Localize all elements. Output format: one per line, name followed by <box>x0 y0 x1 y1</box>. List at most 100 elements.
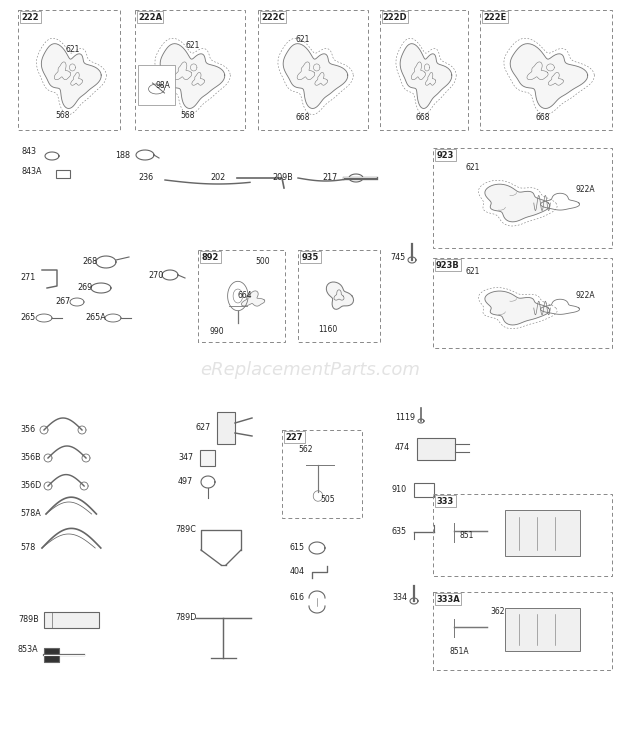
Text: 404: 404 <box>290 568 305 576</box>
Text: 362: 362 <box>490 608 505 616</box>
Text: 270: 270 <box>148 271 163 280</box>
Text: 635: 635 <box>392 528 407 536</box>
Bar <box>435 495 456 507</box>
Text: 922A: 922A <box>575 186 595 195</box>
Text: 923: 923 <box>436 150 454 160</box>
Polygon shape <box>283 44 348 109</box>
Bar <box>217 412 235 444</box>
Bar <box>417 438 455 460</box>
Text: 188: 188 <box>115 150 130 160</box>
Bar <box>200 450 215 466</box>
Text: 500: 500 <box>255 258 270 266</box>
Text: 578: 578 <box>20 543 35 553</box>
Bar <box>56 170 70 178</box>
Text: 222E: 222E <box>484 13 507 21</box>
Text: eReplacementParts.com: eReplacementParts.com <box>200 361 420 379</box>
Polygon shape <box>326 282 353 309</box>
Text: 853A: 853A <box>18 645 38 654</box>
Text: 268: 268 <box>82 258 97 266</box>
Text: 568: 568 <box>55 110 69 119</box>
Bar <box>414 483 434 497</box>
Text: 334: 334 <box>392 593 407 602</box>
Text: 843: 843 <box>22 147 37 156</box>
Polygon shape <box>485 291 550 325</box>
Text: 843A: 843A <box>22 167 43 177</box>
Text: 271: 271 <box>20 274 35 283</box>
Text: 621: 621 <box>185 41 200 50</box>
Text: 668: 668 <box>535 113 549 123</box>
Bar <box>20 11 40 23</box>
Text: 621: 621 <box>465 267 479 277</box>
Polygon shape <box>510 44 588 109</box>
Text: 333: 333 <box>436 497 454 505</box>
Bar <box>137 11 163 23</box>
Text: 497: 497 <box>178 477 193 486</box>
Text: 227: 227 <box>285 432 303 442</box>
Bar <box>505 511 580 556</box>
Text: 98A: 98A <box>155 81 170 90</box>
Text: 562: 562 <box>298 445 312 454</box>
Text: 202: 202 <box>210 173 225 183</box>
Text: 209B: 209B <box>272 173 293 183</box>
Text: 269: 269 <box>77 283 92 292</box>
Text: 990: 990 <box>210 328 224 337</box>
Text: 615: 615 <box>290 543 305 553</box>
Text: 356B: 356B <box>20 454 41 462</box>
Text: 222: 222 <box>22 13 39 21</box>
Text: 347: 347 <box>178 454 193 462</box>
Text: 789B: 789B <box>18 616 38 625</box>
Text: 627: 627 <box>195 423 210 432</box>
Bar <box>505 608 580 650</box>
Text: 789C: 789C <box>175 525 196 534</box>
Bar <box>44 612 99 628</box>
Text: 668: 668 <box>415 113 430 123</box>
Text: 222A: 222A <box>138 13 162 21</box>
Text: 851: 851 <box>460 531 474 539</box>
Text: 935: 935 <box>301 252 319 261</box>
Text: 356D: 356D <box>20 482 42 491</box>
Text: 265A: 265A <box>85 314 106 323</box>
Text: 616: 616 <box>290 593 305 602</box>
Bar <box>435 259 461 271</box>
Text: 265: 265 <box>20 314 35 323</box>
Bar <box>435 593 461 605</box>
Text: 1160: 1160 <box>318 326 337 334</box>
Polygon shape <box>160 44 224 109</box>
Text: 267: 267 <box>55 297 70 306</box>
Text: 578A: 578A <box>20 510 41 519</box>
Text: 851A: 851A <box>450 648 469 656</box>
Text: 923B: 923B <box>436 260 460 269</box>
Text: 621: 621 <box>65 45 79 55</box>
Text: 222D: 222D <box>383 13 407 21</box>
Text: 505: 505 <box>320 496 335 505</box>
Text: 1119: 1119 <box>395 414 415 423</box>
Text: 668: 668 <box>295 113 309 123</box>
Bar <box>138 65 175 105</box>
Text: 222C: 222C <box>261 13 285 21</box>
Text: 664: 664 <box>237 291 252 300</box>
Text: 789D: 789D <box>175 613 197 622</box>
Bar <box>435 149 456 161</box>
Text: 745: 745 <box>390 254 405 263</box>
Polygon shape <box>241 291 265 306</box>
Text: 333A: 333A <box>436 594 460 604</box>
Polygon shape <box>400 44 452 109</box>
Text: 217: 217 <box>322 173 337 183</box>
Text: 568: 568 <box>180 110 195 119</box>
Bar <box>44 648 59 662</box>
Bar <box>200 251 221 263</box>
Bar <box>382 11 408 23</box>
Text: 922A: 922A <box>575 292 595 300</box>
Text: 236: 236 <box>138 173 153 183</box>
Bar <box>284 431 304 443</box>
Text: 356: 356 <box>20 425 35 434</box>
Text: 474: 474 <box>395 443 410 452</box>
Bar <box>300 251 321 263</box>
Bar <box>482 11 508 23</box>
Text: 621: 621 <box>295 36 309 44</box>
Polygon shape <box>485 184 550 222</box>
Text: 621: 621 <box>465 164 479 172</box>
Text: 892: 892 <box>202 252 219 261</box>
Bar <box>260 11 286 23</box>
Text: 910: 910 <box>392 485 407 494</box>
